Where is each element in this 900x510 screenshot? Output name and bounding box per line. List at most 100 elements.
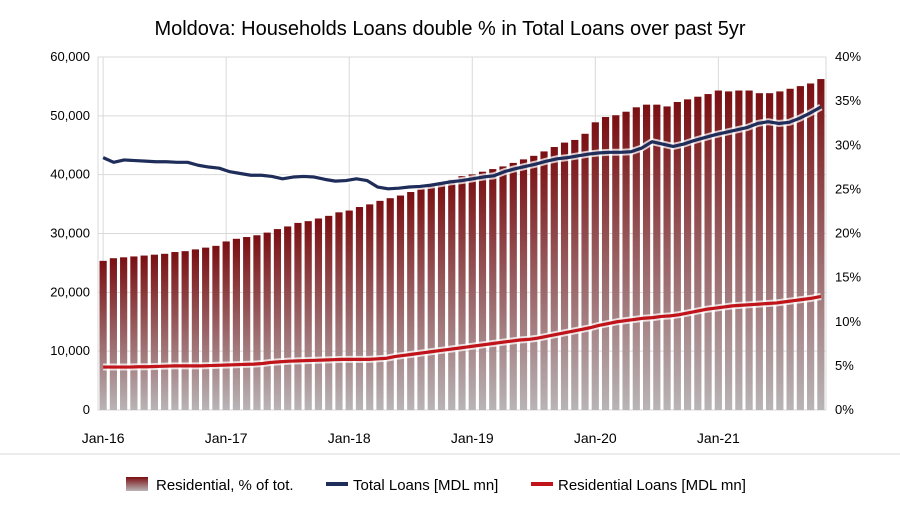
chart-title: Moldova: Households Loans double % in To…	[154, 18, 745, 40]
bar-residential-share	[530, 155, 538, 410]
legend-item-total-loans: Total Loans [MDL mn]	[326, 477, 498, 494]
bar-residential-share	[755, 93, 763, 411]
bar-residential-share	[99, 260, 107, 410]
legend-swatch-bar	[126, 477, 148, 491]
bar-residential-share	[632, 107, 640, 411]
bar-residential-share	[519, 159, 528, 410]
bar-residential-share	[478, 171, 487, 410]
bar-residential-share	[571, 139, 579, 410]
legend-label-residential-share: Residential, % of tot.	[156, 477, 294, 494]
x-tick-label: Jan-18	[328, 430, 371, 446]
y-left-tick-label: 60,000	[50, 49, 90, 64]
bar-residential-share	[366, 204, 374, 410]
x-axis: Jan-16 Jan-17 Jan-18 Jan-19 Jan-20 Jan-21	[82, 430, 740, 446]
bar-residential-share	[489, 169, 497, 410]
y-right-tick-label: 40%	[835, 49, 861, 64]
bar-residential-share	[171, 252, 179, 410]
y-right-tick-label: 0%	[835, 402, 854, 417]
bar-residential-share	[243, 237, 251, 410]
bar-residential-share	[683, 99, 692, 411]
bar-residential-share	[704, 94, 712, 410]
bar-residential-share	[355, 207, 364, 410]
y-right-tick-label: 25%	[835, 181, 861, 196]
bar-residential-share	[581, 133, 589, 410]
y-right-tick-label: 15%	[835, 270, 861, 285]
bar-residential-share	[335, 212, 343, 410]
y-axis-right: 0% 5% 10% 15% 20% 25% 30% 35% 40%	[835, 49, 861, 417]
line-total-loans	[102, 105, 822, 191]
bar-residential-share	[232, 238, 241, 410]
bar-residential-share	[140, 255, 148, 410]
bar-residential-share	[725, 91, 733, 410]
x-tick-label: Jan-19	[451, 430, 494, 446]
line-series	[101, 103, 823, 371]
bar-residential-share	[796, 86, 804, 410]
legend-item-residential-loans: Residential Loans [MDL mn]	[531, 477, 746, 494]
bar-residential-share	[653, 104, 661, 410]
bar-residential-share	[181, 251, 189, 410]
bar-series	[99, 79, 825, 411]
bar-residential-share	[304, 221, 312, 410]
bar-residential-share	[663, 106, 671, 411]
bar-residential-share	[468, 174, 476, 410]
bar-residential-share	[386, 198, 394, 410]
bar-residential-share	[253, 235, 261, 410]
x-tick-label: Jan-21	[697, 430, 740, 446]
bar-residential-share	[591, 122, 599, 411]
bar-residential-share	[376, 200, 384, 410]
bar-residential-share	[109, 258, 117, 410]
bar-residential-share	[540, 151, 548, 411]
bar-residential-share	[325, 215, 333, 410]
legend-label-total-loans: Total Loans [MDL mn]	[353, 477, 498, 494]
bar-residential-share	[499, 166, 507, 410]
x-tick-label: Jan-16	[82, 430, 125, 446]
bar-residential-share	[150, 254, 158, 410]
bar-residential-share	[612, 115, 620, 411]
bar-residential-share	[807, 83, 815, 410]
bar-residential-share	[407, 192, 415, 410]
bar-residential-share	[550, 147, 558, 410]
bar-residential-share	[448, 179, 456, 410]
bar-residential-share	[458, 176, 466, 410]
legend: Residential, % of tot. Total Loans [MDL …	[126, 477, 746, 494]
bar-residential-share	[427, 184, 435, 410]
bar-residential-share	[786, 88, 794, 411]
bar-residential-share	[396, 195, 405, 410]
bar-residential-share	[294, 222, 302, 410]
bar-residential-share	[735, 90, 743, 410]
y-left-tick-label: 50,000	[50, 108, 90, 123]
bar-residential-share	[817, 79, 825, 410]
legend-item-residential-share: Residential, % of tot.	[126, 477, 294, 494]
bar-residential-share	[222, 241, 230, 410]
bar-residential-share	[417, 188, 425, 410]
y-right-tick-label: 30%	[835, 137, 861, 152]
bar-residential-share	[161, 253, 169, 410]
bar-residential-share	[202, 247, 210, 410]
bar-residential-share	[560, 142, 569, 411]
legend-label-residential-loans: Residential Loans [MDL mn]	[558, 477, 746, 494]
bar-residential-share	[642, 104, 651, 410]
bar-residential-share	[345, 210, 353, 410]
bar-residential-share	[437, 182, 446, 410]
y-left-tick-label: 40,000	[50, 167, 90, 182]
y-left-tick-label: 20,000	[50, 284, 90, 299]
bar-residential-share	[745, 90, 753, 410]
bar-residential-share	[212, 245, 220, 410]
y-right-tick-label: 10%	[835, 314, 861, 329]
y-axis-left: 0 10,000 20,000 30,000 40,000 50,000 60,000	[50, 49, 90, 417]
bar-residential-share	[284, 226, 292, 410]
bar-residential-share	[622, 111, 630, 410]
x-tick-label: Jan-20	[574, 430, 617, 446]
y-right-tick-label: 5%	[835, 358, 854, 373]
y-left-tick-label: 10,000	[50, 343, 90, 358]
y-right-tick-label: 35%	[835, 93, 861, 108]
bar-residential-share	[263, 232, 271, 410]
bar-residential-share	[766, 93, 774, 411]
bar-residential-share	[776, 91, 784, 410]
bar-residential-share	[191, 249, 199, 410]
line-residential-loans	[103, 294, 822, 369]
bar-residential-share	[694, 96, 702, 411]
bar-residential-share	[509, 162, 517, 410]
